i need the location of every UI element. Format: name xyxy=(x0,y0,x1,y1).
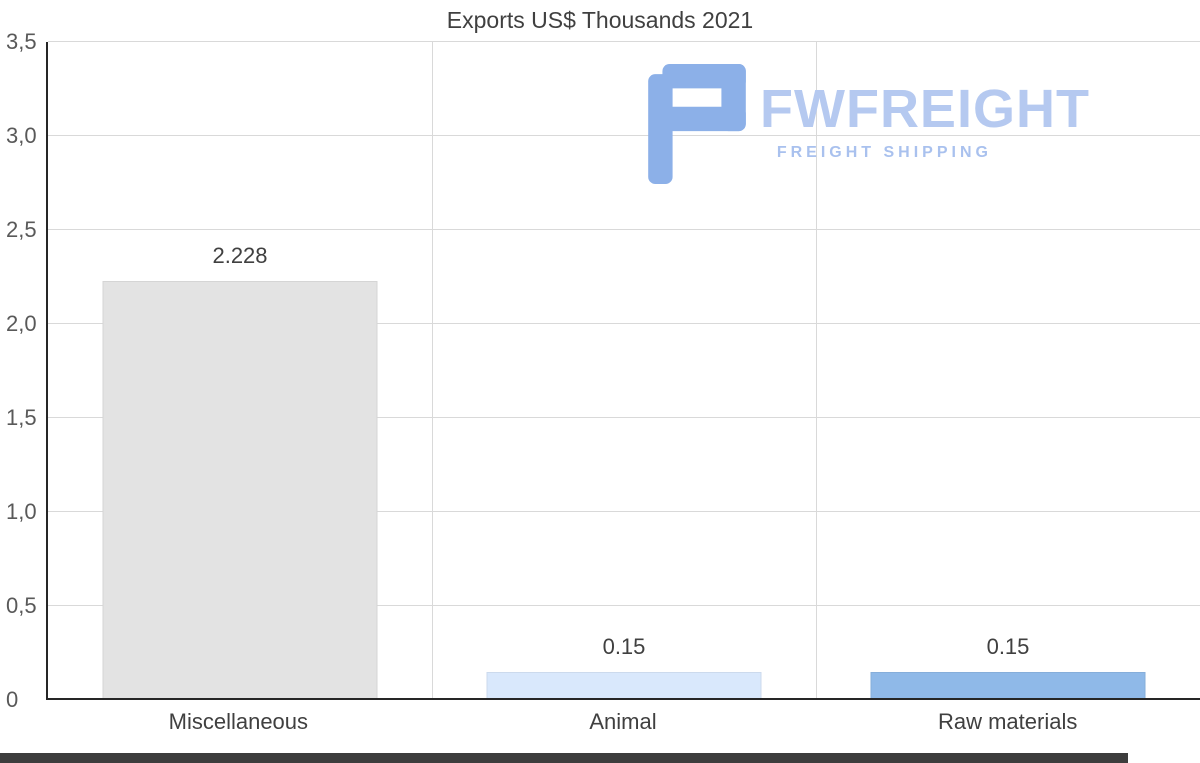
x-axis-line xyxy=(48,698,1200,700)
gridline xyxy=(48,135,1200,136)
y-axis-ticks: 0 0,5 1,0 1,5 2,0 2,5 3,0 3,5 xyxy=(0,31,44,711)
gridline xyxy=(48,41,1200,42)
bar-slot: 0.15 xyxy=(816,42,1200,700)
gridline xyxy=(48,511,1200,512)
gridline xyxy=(48,323,1200,324)
y-tick-label: 0 xyxy=(6,687,19,712)
y-tick-label: 0,5 xyxy=(6,593,37,618)
gridline xyxy=(48,417,1200,418)
x-axis-labels: Miscellaneous Animal Raw materials xyxy=(46,709,1200,741)
bottom-scrollbar[interactable] xyxy=(0,753,1128,763)
y-tick-label: 3,5 xyxy=(6,29,37,54)
y-tick-label: 1,5 xyxy=(6,405,37,430)
gridline xyxy=(48,229,1200,230)
x-category-label: Raw materials xyxy=(937,709,1078,734)
plot-area: 2.228 0.15 0.15 xyxy=(46,41,1200,700)
x-category-label: Animal xyxy=(589,709,657,734)
y-tick-label: 2,0 xyxy=(6,311,37,336)
vertical-gridline xyxy=(431,42,433,700)
bar-miscellaneous xyxy=(102,281,378,700)
bar-slot: 2.228 xyxy=(48,42,432,700)
chart-title: Exports US$ Thousands 2021 xyxy=(446,7,754,33)
bar-raw-materials xyxy=(870,671,1146,700)
gridline xyxy=(48,605,1200,606)
bar-value-label: 0.15 xyxy=(602,633,646,659)
y-tick-label: 2,5 xyxy=(6,217,37,242)
bar-animal xyxy=(486,671,762,700)
x-category-label: Miscellaneous xyxy=(168,709,309,734)
y-tick-label: 1,0 xyxy=(6,499,37,524)
bar-slot: 0.15 xyxy=(432,42,816,700)
bar-value-label: 2.228 xyxy=(212,243,268,269)
bars-container: 2.228 0.15 0.15 xyxy=(48,42,1200,700)
bar-value-label: 0.15 xyxy=(986,633,1030,659)
y-tick-label: 3,0 xyxy=(6,123,37,148)
vertical-gridline xyxy=(816,42,817,700)
